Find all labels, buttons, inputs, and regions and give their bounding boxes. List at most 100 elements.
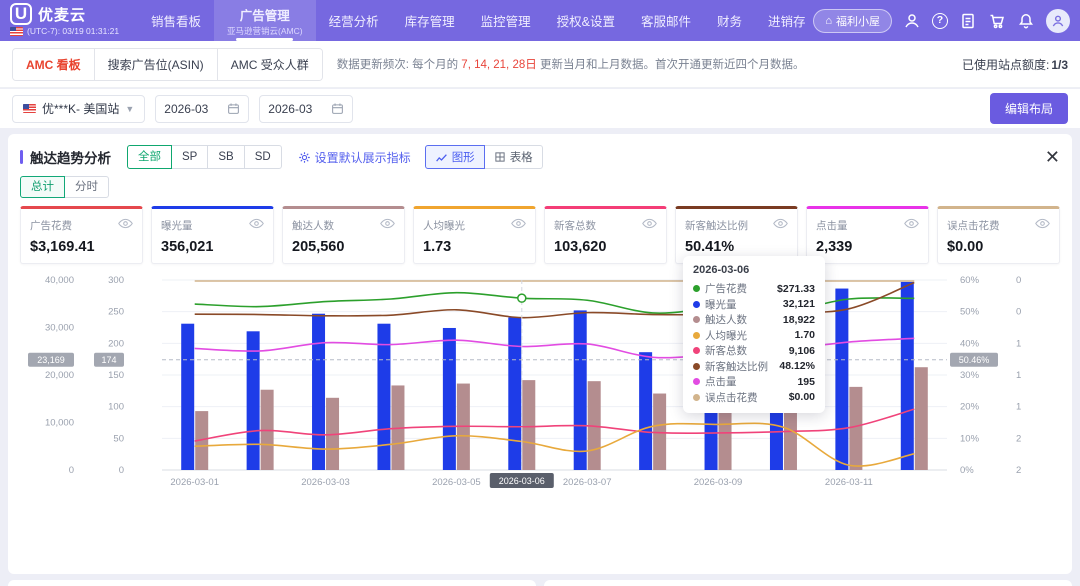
document-icon[interactable] — [959, 12, 977, 30]
view-toggle-group: 图形 表格 — [425, 145, 543, 169]
close-icon[interactable]: ✕ — [1045, 148, 1060, 166]
site-selector-value: 优***K- 美国站 — [42, 100, 119, 117]
metric-card-reach[interactable]: 触达人数 205,560 — [282, 206, 405, 264]
svg-text:0%: 0% — [960, 465, 974, 476]
eye-icon[interactable] — [904, 216, 919, 234]
tab-search-ad-asin[interactable]: 搜索广告位(ASIN) — [95, 49, 218, 80]
subtab-total[interactable]: 总计 — [20, 176, 65, 198]
nav-inventory[interactable]: 库存管理 — [392, 0, 468, 41]
eye-icon[interactable] — [511, 216, 526, 234]
metric-card-impressions[interactable]: 曝光量 356,021 — [151, 206, 274, 264]
nav-monitoring[interactable]: 监控管理 — [468, 0, 544, 41]
amc-tab-group: AMC 看板 搜索广告位(ASIN) AMC 受众人群 — [12, 48, 323, 81]
date-to-input[interactable] — [259, 95, 353, 123]
svg-text:100: 100 — [108, 402, 124, 413]
nav-ad-management[interactable]: 广告管理 亚马逊营销云(AMC) — [214, 0, 316, 41]
topbar-actions: ⌂ 福利小屋 ? — [813, 0, 1070, 41]
cart-icon[interactable] — [988, 12, 1006, 30]
gear-icon — [298, 151, 311, 164]
metric-card-ad-spend[interactable]: 广告花费 $3,169.41 — [20, 206, 143, 264]
scope-all-button[interactable]: 全部 — [127, 145, 172, 169]
eye-icon[interactable] — [773, 216, 788, 234]
scope-sp-button[interactable]: SP — [171, 145, 208, 169]
app-logo-icon[interactable]: U — [10, 3, 32, 25]
eye-icon[interactable] — [642, 216, 657, 234]
svg-text:40,000: 40,000 — [45, 275, 74, 286]
metric-card-clicks[interactable]: 点击量 2,339 — [806, 206, 929, 264]
nav-business-analysis[interactable]: 经营分析 — [316, 0, 392, 41]
date-from-input[interactable] — [155, 95, 249, 123]
metric-card-avg-impressions[interactable]: 人均曝光 1.73 — [413, 206, 536, 264]
top-navigation-bar: U 优麦云 (UTC-7): 03/19 01:31:21 销售看板 广告管理 … — [0, 0, 1080, 41]
svg-text:23,169: 23,169 — [37, 355, 65, 365]
welfare-house-button[interactable]: ⌂ 福利小屋 — [813, 9, 892, 33]
calendar-icon — [331, 102, 344, 115]
svg-text:2026-03-09: 2026-03-09 — [694, 477, 743, 488]
nav-customer-email[interactable]: 客服邮件 — [628, 0, 704, 41]
svg-text:50.46%: 50.46% — [959, 355, 990, 365]
svg-text:30,000: 30,000 — [45, 323, 74, 334]
bell-icon[interactable] — [1017, 12, 1035, 30]
house-icon: ⌂ — [825, 15, 832, 27]
svg-text:250: 250 — [108, 307, 124, 318]
edit-layout-button[interactable]: 编辑布局 — [990, 93, 1068, 124]
set-default-metrics-button[interactable]: 设置默认展示指标 — [298, 149, 411, 166]
amc-tab-bar: AMC 看板 搜索广告位(ASIN) AMC 受众人群 数据更新频次: 每个月的… — [0, 41, 1080, 88]
avatar[interactable] — [1046, 9, 1070, 33]
brand-block: U 优麦云 (UTC-7): 03/19 01:31:21 — [10, 3, 119, 36]
utc-clock: (UTC-7): 03/19 01:31:21 — [27, 26, 119, 36]
scope-sd-button[interactable]: SD — [244, 145, 282, 169]
series-dot — [693, 378, 700, 385]
eye-icon[interactable] — [380, 216, 395, 234]
trend-combo-chart[interactable]: 40,00030,00020,00010,0000300250200150100… — [12, 262, 1068, 494]
help-icon[interactable]: ? — [932, 13, 948, 29]
tab-amc-audience[interactable]: AMC 受众人群 — [218, 49, 322, 80]
svg-text:2026-03-07: 2026-03-07 — [563, 477, 612, 488]
svg-text:0: 0 — [69, 465, 74, 476]
chevron-down-icon: ▼ — [125, 104, 134, 114]
series-dot — [693, 316, 700, 323]
svg-text:10,000: 10,000 — [45, 418, 74, 429]
svg-text:2026-03-06: 2026-03-06 — [499, 476, 545, 486]
site-selector[interactable]: 优***K- 美国站 ▼ — [12, 95, 145, 123]
site-quota: 已使用站点额度:1/3 — [962, 56, 1068, 73]
metric-card-invalid-click-spend[interactable]: 误点击花费 $0.00 — [937, 206, 1060, 264]
tab-amc-board[interactable]: AMC 看板 — [13, 49, 95, 80]
svg-text:150: 150 — [108, 370, 124, 381]
svg-text:0: 0 — [119, 465, 124, 476]
us-flag-icon — [10, 27, 23, 36]
nav-finance[interactable]: 财务 — [704, 0, 755, 41]
ad-type-filter-group: 全部 SP SB SD — [127, 145, 282, 169]
svg-text:0: 0 — [1016, 275, 1021, 286]
subtab-hourly[interactable]: 分时 — [64, 176, 109, 198]
panel-header: 触达趋势分析 全部 SP SB SD 设置默认展示指标 图形 表格 ✕ — [20, 143, 1060, 171]
nav-sales-dashboard[interactable]: 销售看板 — [138, 0, 214, 41]
svg-text:60%: 60% — [960, 275, 980, 286]
svg-text:30%: 30% — [960, 370, 980, 381]
series-dot — [693, 301, 700, 308]
eye-icon[interactable] — [118, 216, 133, 234]
nav-auth-settings[interactable]: 授权&设置 — [544, 0, 628, 41]
svg-text:2026-03-01: 2026-03-01 — [170, 477, 219, 488]
eye-icon[interactable] — [249, 216, 264, 234]
chart-tooltip: 2026-03-06 广告花费$271.33 曝光量32,121 触达人数18,… — [683, 256, 825, 413]
svg-text:40%: 40% — [960, 338, 980, 349]
svg-text:2026-03-11: 2026-03-11 — [825, 477, 873, 488]
tooltip-date: 2026-03-06 — [693, 264, 815, 276]
eye-icon[interactable] — [1035, 216, 1050, 234]
svg-text:1: 1 — [1016, 370, 1021, 381]
metric-card-new-customers[interactable]: 新客总数 103,620 — [544, 206, 667, 264]
view-table-button[interactable]: 表格 — [484, 145, 543, 169]
date-from-value[interactable] — [164, 102, 222, 116]
svg-text:50: 50 — [113, 433, 124, 444]
date-to-value[interactable] — [268, 102, 326, 116]
next-panel-sliver-right — [544, 580, 1072, 586]
user-icon[interactable] — [903, 12, 921, 30]
nav-purchase-sales[interactable]: 进销存 — [755, 0, 819, 41]
line-chart-icon — [435, 151, 448, 164]
series-dot — [693, 285, 700, 292]
scope-sb-button[interactable]: SB — [207, 145, 244, 169]
view-graph-button[interactable]: 图形 — [425, 145, 485, 169]
site-quota-value: 1/3 — [1051, 58, 1068, 72]
svg-text:1: 1 — [1016, 402, 1021, 413]
